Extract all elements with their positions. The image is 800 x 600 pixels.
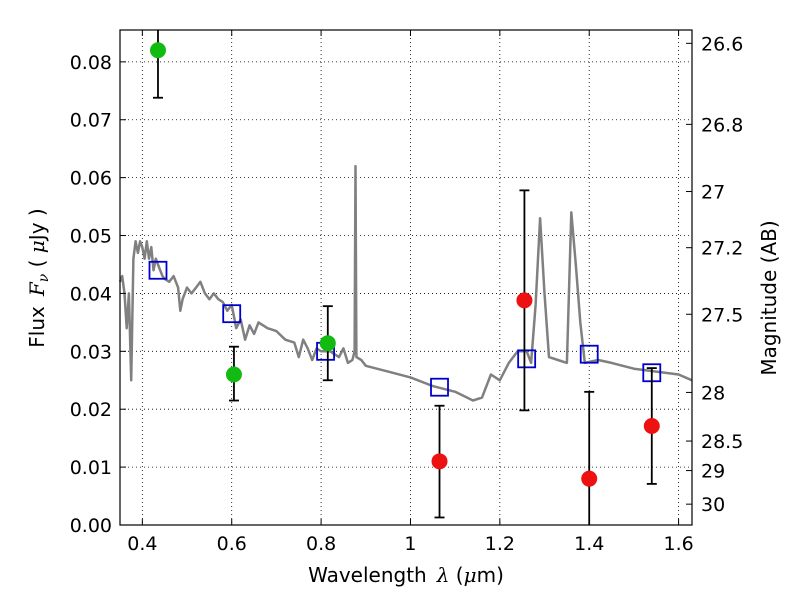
y2-tick-label: 27.2 [701,238,743,260]
model-photometry-square [517,349,537,369]
model-spectrum-line [118,164,693,402]
y-tick-label: 0.07 [70,110,112,132]
y-axis-label: Flux Fν ( μJy ) [25,208,52,347]
y-tick-label: 0.01 [70,457,112,479]
x-tick-label: 0.6 [217,533,247,555]
y-tick-label: 0.03 [70,341,112,363]
y2-axis-label: Magnitude (AB) [757,220,781,375]
y2-tick-label: 28 [701,382,725,404]
y-tick-label: 0.05 [70,226,112,248]
x-tick-label: 0.4 [127,533,157,555]
photometry-red-point [643,418,660,434]
x-axis-label-unit-close: m) [477,563,504,587]
y2-tick-label: 27.5 [701,304,743,326]
photometry-green-point [319,335,336,352]
y2-tick-label: 27 [701,182,725,204]
model-photometry-square [579,344,599,364]
y2-tick-label: 26.8 [701,114,743,136]
x-tick-label: 1.2 [485,533,515,555]
y-tick-label: 0.06 [70,168,112,190]
x-tick-label: 1.6 [663,533,693,555]
photometry-red-point [581,470,598,487]
x-axis-label-prefix: Wavelength [308,563,427,587]
x-axis-label-unit-var: μ [464,563,477,587]
y-axis-label-var: F [25,281,49,297]
y-tick-label: 0.08 [70,52,112,74]
x-axis-label-unit-open: ( [449,563,463,587]
photometry-red-point [431,453,448,470]
model-photometry-square [222,304,242,324]
photometry-green-point [225,366,242,383]
y-axis-label-var-sub: ν [36,273,52,282]
photometry-green-point [149,42,166,59]
spectrum-layer [118,164,693,402]
y-axis-label-unit-var: μ [25,240,49,253]
y-tick-label: 0.02 [70,399,112,421]
y-tick-label: 0.04 [70,283,112,305]
plot-frame [119,29,693,526]
marker-layer [148,30,662,525]
x-tick-label: 1 [404,533,416,555]
y2-tick-label: 30 [701,494,725,516]
y-tick-label: 0.00 [70,515,112,537]
y-axis-label-unit-open: ( [25,253,49,274]
x-axis-label: Wavelength λ (μm) [308,563,504,587]
y2-tick-label: 28.5 [701,431,743,453]
y-axis-label-prefix: Flux [25,306,49,348]
y2-tick-label: 29 [701,461,725,483]
x-tick-label: 0.8 [306,533,336,555]
model-photometry-square [430,377,449,397]
model-photometry-square [148,260,168,280]
y-axis-label-unit-close: Jy ) [25,208,49,242]
x-axis-label-var: λ [436,563,450,587]
ticks: 0.4 0.6 0.8 1 1.2 1.4 1.6 0.00 0.01 0.02 0.03 0.04 0… [70,30,743,555]
y2-tick-label: 26.6 [701,33,743,55]
photometry-red-point [516,292,533,309]
x-tick-label: 1.4 [574,533,604,555]
